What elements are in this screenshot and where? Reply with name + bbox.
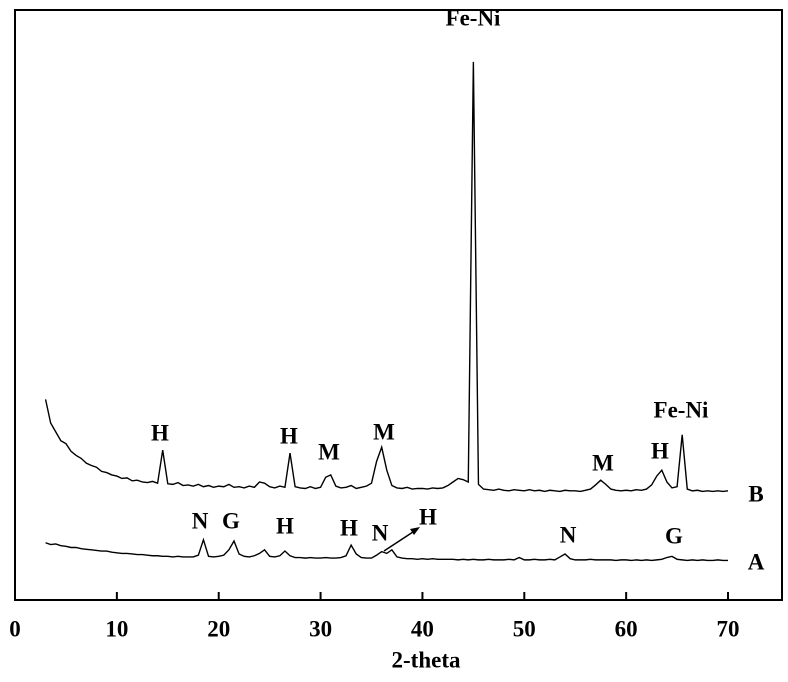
peak-annotation: H xyxy=(280,423,298,448)
series-label: A xyxy=(748,549,765,574)
series-label: B xyxy=(748,481,763,506)
x-tick-label: 40 xyxy=(411,616,434,641)
peak-annotation: N xyxy=(560,522,577,547)
x-tick-label: 60 xyxy=(615,616,638,641)
peak-annotation: Fe-Ni xyxy=(446,5,502,30)
peak-annotation: M xyxy=(318,439,340,464)
x-axis-label: 2-theta xyxy=(392,647,461,672)
peak-annotation: G xyxy=(222,508,240,533)
peak-annotation: G xyxy=(665,523,683,548)
x-tick-label: 50 xyxy=(513,616,536,641)
plot-frame xyxy=(15,10,782,600)
peak-annotation: H xyxy=(151,420,169,445)
peak-annotation: H xyxy=(419,504,437,529)
x-tick-label: 10 xyxy=(105,616,128,641)
peak-annotation: M xyxy=(373,419,395,444)
x-tick-label: 30 xyxy=(309,616,332,641)
x-tick-label: 20 xyxy=(207,616,230,641)
peak-annotation: N xyxy=(192,508,209,533)
peak-annotation: H xyxy=(340,515,358,540)
x-tick-label: 70 xyxy=(717,616,740,641)
peak-annotation: Fe-Ni xyxy=(654,397,710,422)
peak-annotation: M xyxy=(592,450,614,475)
peak-annotation: N xyxy=(372,520,389,545)
peak-annotation: H xyxy=(651,438,669,463)
x-tick-label: 0 xyxy=(9,616,21,641)
page: {"chart_data": {"type": "line", "x_label… xyxy=(0,0,788,682)
peak-annotation: H xyxy=(276,513,294,538)
annotation-arrow xyxy=(384,530,416,551)
chart: 2-theta 010203040506070BAHHMMFe-NiMHFe-N… xyxy=(0,0,788,682)
